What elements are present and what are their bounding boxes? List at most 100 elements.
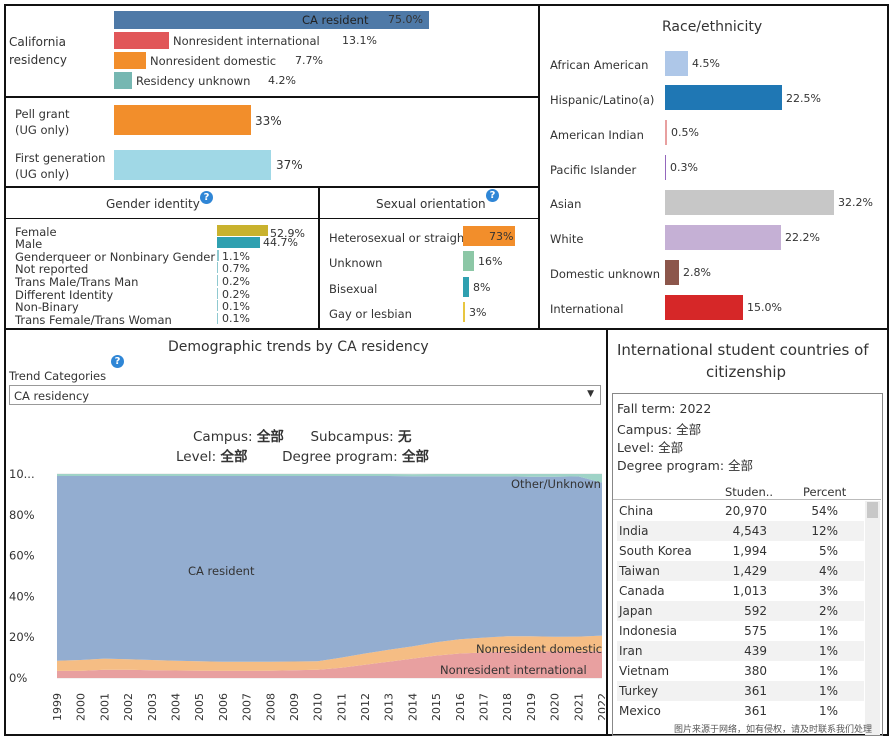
intl-country: Taiwan	[619, 564, 660, 578]
gender-bar-not-reported[interactable]	[217, 262, 218, 273]
table-row[interactable]: Turkey 361 1%	[617, 681, 864, 701]
table-row[interactable]: India 4,543 12%	[617, 521, 864, 541]
pell-label-line2: (UG only)	[15, 123, 70, 137]
gender-bar-male[interactable]	[217, 237, 260, 248]
gender-bar-non-binary[interactable]	[217, 300, 218, 311]
race-bar-domestic-unknown[interactable]	[665, 260, 679, 285]
orientation-bar-gay[interactable]	[463, 302, 465, 322]
race-bar-international[interactable]	[665, 295, 743, 320]
trends-filters-row2: Level: 全部 Degree program: 全部	[176, 445, 429, 465]
intl-country: South Korea	[619, 544, 692, 558]
residency-value-ca: 75.0%	[388, 13, 423, 26]
residency-bar-ca[interactable]	[114, 11, 429, 29]
residency-label-nrd: Nonresident domestic	[150, 54, 277, 68]
intl-students: 1,429	[732, 564, 767, 578]
trend-categories-label: Trend Categories	[9, 369, 107, 383]
gender-value-not-reported: 0.7%	[222, 262, 250, 275]
x-tick-label: 2003	[146, 693, 159, 721]
intl-scrollbar-thumb[interactable]	[867, 502, 878, 518]
intl-students: 380	[744, 664, 767, 678]
intl-country: Canada	[619, 584, 665, 598]
intl-students: 361	[744, 704, 767, 718]
gender-value-different: 0.2%	[222, 288, 250, 301]
table-row[interactable]: Mexico 361 1%	[617, 701, 864, 721]
table-row[interactable]: Vietnam 380 1%	[617, 661, 864, 681]
gender-bar-trans-female[interactable]	[217, 313, 218, 324]
table-row[interactable]: Iran 439 1%	[617, 641, 864, 661]
orientation-bar-unknown[interactable]	[463, 251, 474, 271]
gender-value-female: 52.9%	[270, 227, 305, 240]
x-tick-label: 2017	[478, 693, 491, 721]
filter-campus-label: Campus:	[193, 429, 253, 445]
race-title: Race/ethnicity	[662, 19, 763, 35]
gender-bar-different[interactable]	[217, 288, 218, 299]
race-label-pacific-islander: Pacific Islander	[550, 163, 637, 177]
intl-country: Turkey	[619, 684, 659, 698]
intl-percent: 1%	[818, 684, 838, 698]
table-row[interactable]: South Korea 1,994 5%	[617, 541, 864, 561]
residency-label-line2: residency	[9, 53, 67, 67]
gender-bar-female[interactable]	[217, 225, 268, 236]
pell-bar[interactable]	[114, 105, 251, 135]
race-bar-white[interactable]	[665, 225, 781, 250]
filter-level-value: 全部	[220, 449, 248, 465]
race-bar-hispanic[interactable]	[665, 85, 782, 110]
gender-label-female: Female	[15, 225, 57, 239]
chevron-down-icon: ▼	[587, 389, 594, 399]
residency-bar-unknown[interactable]	[114, 72, 132, 89]
x-tick-label: 2012	[359, 693, 372, 721]
trend-categories-dropdown[interactable]: CA residency ▼	[9, 385, 601, 405]
intl-percent: 5%	[818, 544, 838, 558]
table-row[interactable]: Canada 1,013 3%	[617, 581, 864, 601]
gender-bar-genderqueer[interactable]	[217, 250, 219, 261]
trend-area-chart[interactable]: 10... 80% 60% 40% 20% 0% 1999 2000 2001 2002 2003 2…	[5, 462, 605, 734]
intl-level: Level: 全部	[617, 440, 684, 455]
gender-bar-trans-male[interactable]	[217, 275, 218, 286]
intl-col-students[interactable]: Studen..	[725, 485, 774, 499]
intl-percent: 12%	[811, 524, 838, 538]
x-tick-label: 2002	[122, 693, 135, 721]
orientation-label-unknown: Unknown	[329, 256, 383, 270]
race-bar-pacific-islander[interactable]	[665, 155, 666, 180]
x-tick-label: 2005	[193, 693, 206, 721]
intl-scrollbar[interactable]	[865, 501, 880, 735]
race-bar-african-american[interactable]	[665, 51, 688, 76]
orientation-value-bisexual: 8%	[473, 281, 491, 294]
residency-bar-nri[interactable]	[114, 32, 169, 49]
race-bar-asian[interactable]	[665, 190, 834, 215]
x-tick-label: 2013	[383, 693, 396, 721]
orientation-value-unknown: 16%	[478, 255, 503, 268]
intl-students: 1,994	[732, 544, 767, 558]
firstgen-label-line2: (UG only)	[15, 167, 70, 181]
race-label-international: International	[550, 302, 624, 316]
table-row[interactable]: Taiwan 1,429 4%	[617, 561, 864, 581]
trends-help-icon[interactable]: ?	[111, 355, 124, 368]
area-nonresident-domestic[interactable]	[57, 635, 602, 671]
gender-help-icon[interactable]: ?	[200, 191, 213, 204]
y-tick-label: 80%	[9, 508, 35, 522]
trend-categories-dropdown-value: CA residency	[14, 389, 90, 403]
orientation-bar-bisexual[interactable]	[463, 277, 469, 297]
residency-bar-nrd[interactable]	[114, 52, 146, 69]
area-other-unknown[interactable]	[57, 474, 602, 483]
orientation-bar-hetero[interactable]	[463, 226, 515, 246]
filter-subcampus-value: 无	[398, 429, 412, 445]
filter-level-label: Level:	[176, 449, 217, 465]
residency-label-nri: Nonresident international	[173, 34, 320, 48]
x-tick-label: 2001	[98, 693, 111, 721]
intl-percent: 1%	[818, 664, 838, 678]
race-bar-american-indian[interactable]	[665, 120, 667, 145]
race-value-domestic-unknown: 2.8%	[683, 266, 711, 279]
y-tick-label: 20%	[9, 630, 35, 644]
table-row[interactable]: China 20,970 54%	[617, 501, 864, 521]
intl-students: 20,970	[725, 504, 767, 518]
area-ca-resident[interactable]	[57, 476, 602, 662]
firstgen-bar[interactable]	[114, 150, 271, 180]
intl-percent: 4%	[818, 564, 838, 578]
table-row[interactable]: Japan 592 2%	[617, 601, 864, 621]
table-row[interactable]: Indonesia 575 1%	[617, 621, 864, 641]
area-nonresident-international[interactable]	[57, 651, 602, 678]
intl-col-percent[interactable]: Percent	[803, 485, 847, 499]
area-label-other-unknown: Other/Unknown	[511, 477, 601, 491]
orientation-help-icon[interactable]: ?	[486, 189, 499, 202]
